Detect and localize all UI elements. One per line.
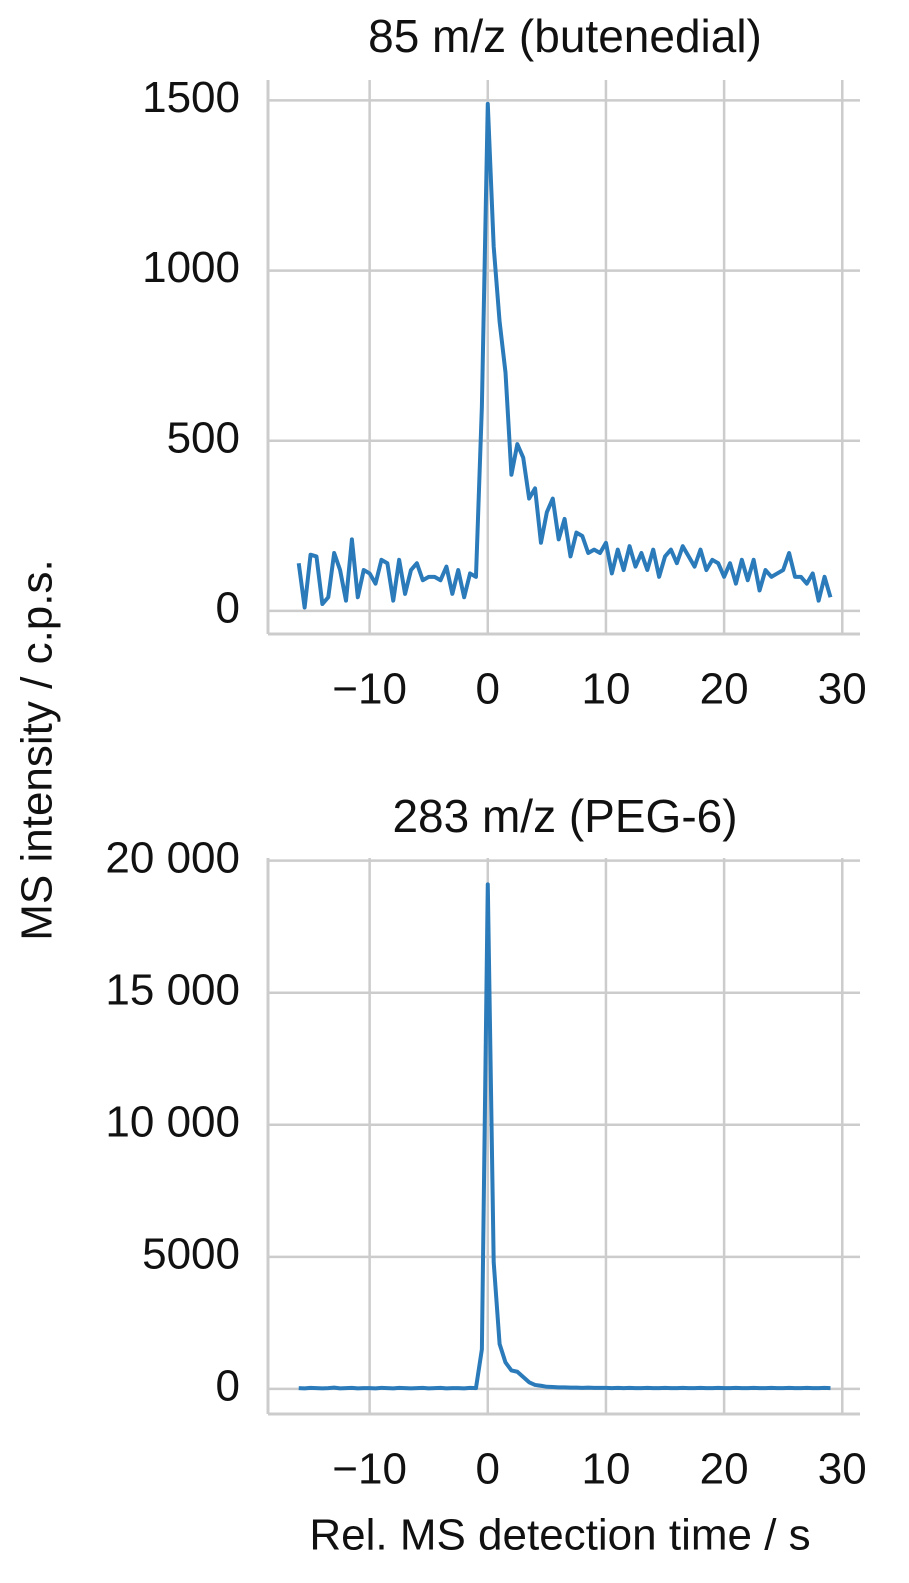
- data-line: [296, 101, 833, 610]
- y-tick-label: 1500: [142, 73, 240, 122]
- x-tick-label: −10: [332, 665, 407, 714]
- y-axis-label: MS intensity / c.p.s.: [13, 559, 62, 940]
- y-tick-label: 0: [216, 583, 240, 632]
- y-tick-label: 1000: [142, 243, 240, 292]
- y-tick-label: 15 000: [105, 965, 240, 1014]
- x-tick-label: 30: [818, 665, 867, 714]
- y-tick-label: 5000: [142, 1229, 240, 1278]
- chart-title: 85 m/z (butenedial): [368, 10, 762, 62]
- y-tick-label: 0: [216, 1362, 240, 1411]
- y-tick-label: 500: [167, 413, 240, 462]
- x-tick-label: 10: [581, 665, 630, 714]
- chart-title: 283 m/z (PEG-6): [392, 790, 737, 842]
- x-tick-label: 0: [476, 665, 500, 714]
- data-line: [298, 882, 831, 1391]
- x-tick-label: −10: [332, 1445, 407, 1494]
- y-tick-label: 20 000: [105, 833, 240, 882]
- x-tick-label: 10: [581, 1445, 630, 1494]
- x-tick-label: 20: [700, 665, 749, 714]
- x-axis-label: Rel. MS detection time / s: [309, 1511, 810, 1560]
- x-tick-label: 20: [700, 1445, 749, 1494]
- x-tick-label: 30: [818, 1445, 867, 1494]
- y-tick-label: 10 000: [105, 1097, 240, 1146]
- x-tick-label: 0: [476, 1445, 500, 1494]
